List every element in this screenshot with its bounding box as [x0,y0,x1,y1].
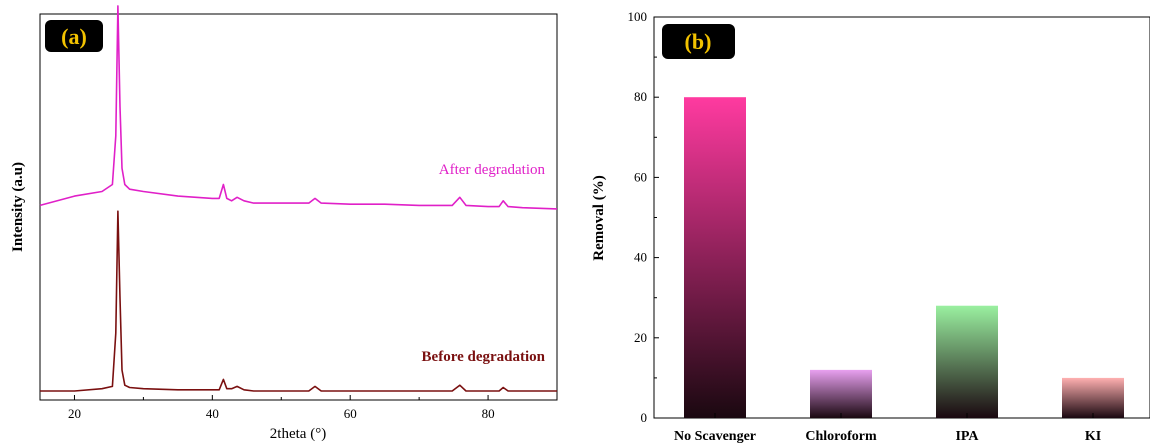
xrd-series-group [39,5,558,392]
xrd-x-tick-label-0: 20 [68,406,81,421]
xrd-panel-tag: (a) [45,20,103,52]
removal-category-labels: No Scavenger Chloroform IPA KI [674,413,1101,444]
xrd-y-axis-title: Intensity (a.u) [10,162,26,252]
category-label-0: No Scavenger [674,429,756,444]
series-label-before: Before degradation [422,349,546,365]
removal-y-axis-title: Removal (%) [591,175,607,260]
removal-panel-tag-box [662,24,735,59]
series-line-0 [39,5,558,210]
bar-ki [1062,377,1124,418]
series-label-after: After degradation [439,162,546,178]
xrd-panel-tag-box [45,20,103,52]
removal-y-tick-label-3: 60 [634,169,647,184]
bar-chloroform [810,369,872,418]
removal-y-tick-label-1: 20 [634,330,647,345]
scavenger-panel: 0 20 40 60 80 100 No Scavenger Chloroform IPA KI… [591,9,1150,444]
xrd-panel: 20 40 60 80 (a) 2theta (°) Intensity (a.u) … [10,5,558,442]
category-label-3: KI [1085,429,1101,444]
xrd-x-tick-label-3: 80 [482,406,495,421]
xrd-x-ticks: 20 40 60 80 [68,395,558,421]
series-line-1 [40,210,557,392]
removal-bars [684,97,1124,418]
bar-ipa [936,305,998,418]
xrd-x-tick-label-1: 40 [206,406,219,421]
removal-y-tick-label-2: 40 [634,250,647,265]
removal-y-tick-label-5: 100 [628,9,648,24]
removal-panel-tag: (b) [662,24,735,59]
removal-y-tick-label-0: 0 [641,410,648,425]
xrd-x-axis-title: 2theta (°) [270,426,326,442]
xrd-panel-tag-text: (a) [61,24,87,49]
removal-panel-tag-text: (b) [685,29,712,54]
xrd-x-tick-label-2: 60 [344,406,357,421]
bar-no-scavenger [684,97,746,418]
removal-y-tick-label-4: 80 [634,89,647,104]
xrd-plot-frame [39,13,558,401]
category-label-2: IPA [955,429,979,444]
category-label-1: Chloroform [805,429,877,444]
removal-y-ticks: 0 20 40 60 80 100 [628,9,659,425]
